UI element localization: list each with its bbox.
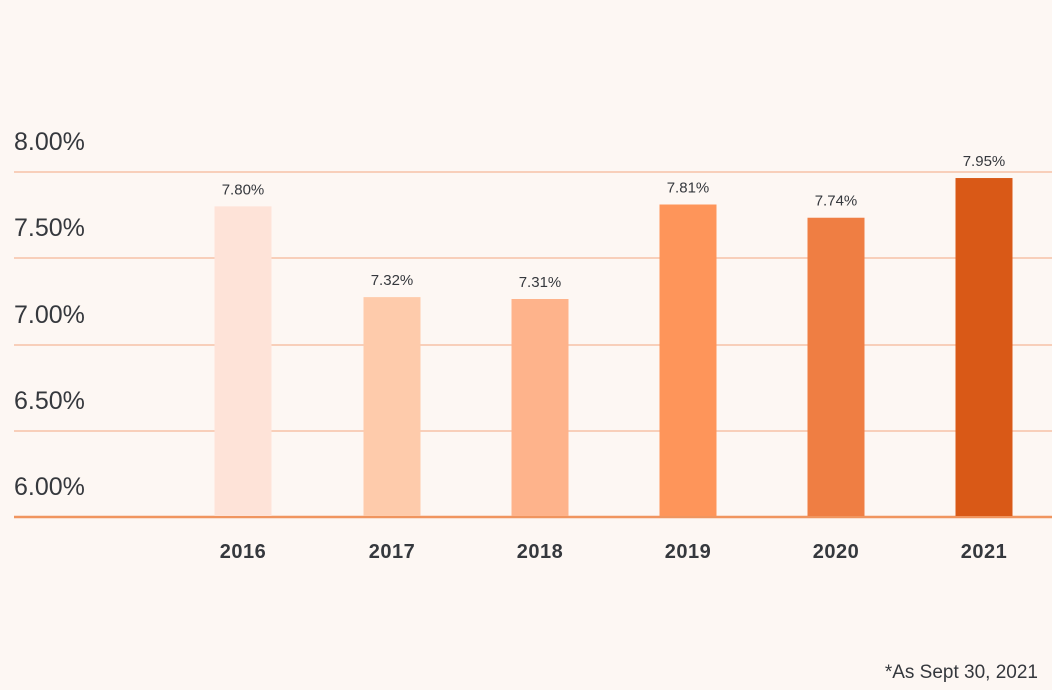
bars (214, 178, 1013, 517)
bar-2021 (955, 178, 1013, 517)
data-label-2020: 7.74% (815, 193, 858, 210)
bar-2020 (807, 217, 865, 517)
y-axis-ticks: 6.00% 6.50% 7.00% 7.50% 8.00% (14, 128, 85, 501)
x-axis-labels: 2016 2017 2018 2019 2020 2021 (220, 541, 1008, 563)
bar-2017 (363, 297, 421, 516)
x-tick-label-2017: 2017 (369, 541, 416, 563)
x-tick-label-2019: 2019 (665, 541, 712, 563)
y-tick-label: 7.00% (14, 301, 85, 329)
x-tick-label-2018: 2018 (517, 541, 564, 563)
data-label-2017: 7.32% (371, 272, 414, 289)
data-label-2019: 7.81% (667, 180, 710, 197)
y-tick-label: 6.00% (14, 473, 85, 501)
bar-2018 (511, 299, 569, 516)
bar-2019 (659, 204, 717, 516)
footnote: *As Sept 30, 2021 (884, 662, 1038, 683)
data-labels: 7.80% 7.32% 7.31% 7.81% 7.74% 7.95% (222, 153, 1006, 291)
y-tick-label: 7.50% (14, 214, 85, 242)
data-label-2018: 7.31% (519, 274, 562, 291)
data-label-2021: 7.95% (963, 153, 1006, 170)
x-tick-label-2020: 2020 (813, 541, 860, 563)
x-tick-label-2021: 2021 (961, 541, 1008, 563)
y-tick-label: 6.50% (14, 387, 85, 415)
y-tick-label: 8.00% (14, 128, 85, 156)
bar-2016 (214, 206, 272, 516)
x-tick-label-2016: 2016 (220, 541, 267, 563)
data-label-2016: 7.80% (222, 181, 265, 198)
